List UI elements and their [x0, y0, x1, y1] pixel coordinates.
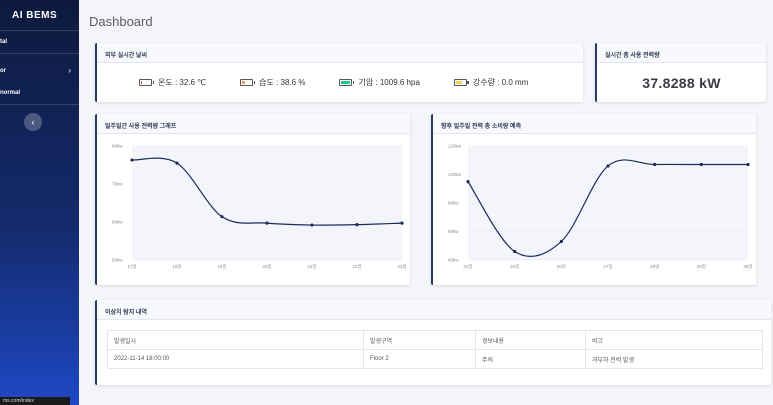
- forecast-chart-card: 향후 일주일 전력 총 소비량 예측 120kw 100kw 80kw 60kw 40k…: [431, 114, 756, 285]
- data-point: [355, 223, 359, 227]
- data-point: [265, 221, 269, 225]
- plot-area: [132, 146, 402, 260]
- data-point: [559, 239, 563, 244]
- pressure-item: 기압 : 1009.6 hpa: [339, 77, 420, 88]
- forecast-chart: 120kw 100kw 80kw 60kw 40kw 24일 25일 26일 27일 28일 29일…: [448, 144, 753, 270]
- sidebar-divider: [0, 30, 79, 31]
- humidity-label: 습도 : 38.6 %: [259, 77, 306, 87]
- chevron-left-icon: ‹: [31, 117, 35, 127]
- x-tick-label: 19일: [217, 263, 226, 269]
- y-tick-label: 60kw: [112, 220, 123, 225]
- y-tick-label: 60kw: [448, 229, 459, 234]
- brand-logo[interactable]: AI BEMS: [12, 9, 58, 21]
- anomaly-card: 이상치 탐지 내역 발생일시 발생구역 경보내용 비고 2022-11-14 1…: [95, 300, 771, 385]
- column-header[interactable]: 비고: [585, 330, 763, 350]
- sidebar: AI BEMS tal or › normal ‹ ms.com/index: [0, 0, 79, 405]
- data-point: [466, 180, 470, 184]
- column-header[interactable]: 발생일시: [107, 330, 364, 350]
- data-point: [653, 162, 657, 167]
- x-tick-label: 30일: [743, 263, 752, 269]
- anomaly-table: 발생일시 발생구역 경보내용 비고 2022-11-14 18:00:00 Fl…: [107, 330, 763, 369]
- data-point: [175, 161, 179, 165]
- x-tick-label: 25일: [510, 263, 519, 269]
- table-cell: 주의: [475, 349, 586, 369]
- battery-mid-icon: [453, 78, 469, 86]
- column-header[interactable]: 발생구역: [363, 330, 476, 350]
- column-header[interactable]: 경보내용: [475, 330, 586, 350]
- sidebar-item-abnormal[interactable]: normal: [0, 82, 79, 104]
- data-point: [699, 162, 703, 167]
- x-tick-label: 17일: [127, 263, 136, 269]
- x-tick-label: 22일: [352, 263, 361, 269]
- table-row[interactable]: 2022-11-14 18:00:00 Floor 2 주의 과부하 전력 발생: [107, 349, 763, 369]
- sidebar-item-label: normal: [0, 90, 21, 96]
- y-tick-label: 50kw: [112, 258, 123, 263]
- table-cell: 과부하 전력 발생: [585, 349, 763, 369]
- sidebar-divider: [0, 104, 79, 105]
- data-point: [746, 162, 750, 167]
- battery-low-icon: [139, 78, 154, 86]
- table-cell: Floor 2: [363, 349, 476, 369]
- y-tick-label: 80kw: [448, 201, 459, 206]
- sidebar-item-label: tal: [0, 39, 8, 45]
- x-tick-label: 18일: [172, 263, 181, 269]
- weekly-usage-chart-card: 일주일간 사용 전력량 그래프 80kw 70kw 60kw 50kw 17일 18일 19…: [95, 114, 410, 285]
- x-tick-label: 24일: [463, 263, 472, 269]
- humidity-item: 습도 : 38.6 %: [240, 77, 305, 88]
- y-tick-label: 40kw: [448, 258, 459, 263]
- power-value: 37.8288 kW: [642, 75, 721, 91]
- temperature-label: 온도 : 32.6 ℃: [158, 77, 207, 87]
- x-tick-label: 29일: [697, 263, 706, 269]
- data-point: [310, 223, 314, 227]
- y-tick-label: 80kw: [112, 144, 123, 149]
- sidebar-item-label: or: [0, 68, 6, 74]
- table-header-row: 발생일시 발생구역 경보내용 비고: [107, 330, 763, 350]
- data-point: [513, 249, 517, 254]
- chart-title: 향후 일주일 전력 총 소비량 예측: [433, 114, 756, 134]
- weekly-usage-chart: 80kw 70kw 60kw 50kw 17일 18일 19일 20일 21일 22일 23일: [112, 144, 407, 270]
- precipitation-label: 강수량 : 0.0 mm: [472, 77, 529, 87]
- x-tick-label: 23일: [397, 263, 406, 269]
- x-tick-label: 20일: [262, 263, 271, 269]
- y-tick-label: 100kw: [448, 172, 462, 177]
- temperature-item: 온도 : 32.6 ℃: [139, 77, 206, 88]
- weather-card: 외부 실시간 날씨 온도 : 32.6 ℃ 습도 : 38.6 % 기압 : 1…: [95, 43, 583, 102]
- page-title: Dashboard: [89, 14, 153, 29]
- power-card: 실시간 총 사용 전력량 37.8288 kW: [595, 43, 766, 102]
- x-tick-label: 27일: [603, 263, 612, 269]
- battery-low-icon: [240, 78, 256, 86]
- y-tick-label: 120kw: [448, 144, 462, 149]
- y-tick-label: 70kw: [112, 182, 123, 187]
- power-card-title: 실시간 총 사용 전력량: [597, 43, 766, 63]
- x-tick-label: 28일: [650, 263, 659, 269]
- sidebar-item-total[interactable]: tal: [0, 31, 79, 53]
- precipitation-item: 강수량 : 0.0 mm: [453, 77, 529, 88]
- data-point: [220, 215, 224, 219]
- sidebar-toggle-button[interactable]: ‹: [24, 113, 42, 131]
- weather-row: 온도 : 32.6 ℃ 습도 : 38.6 % 기압 : 1009.6 hpa …: [97, 63, 583, 101]
- x-tick-label: 26일: [557, 263, 566, 269]
- chevron-right-icon: ›: [68, 66, 71, 75]
- pressure-label: 기압 : 1009.6 hpa: [358, 77, 420, 87]
- sidebar-divider: [0, 53, 79, 54]
- status-url: ms.com/index: [0, 397, 70, 405]
- sidebar-item-floor[interactable]: or ›: [0, 60, 79, 82]
- x-tick-label: 21일: [307, 263, 316, 269]
- anomaly-card-title: 이상치 탐지 내역: [97, 300, 771, 320]
- data-point: [400, 221, 404, 225]
- battery-full-icon: [339, 78, 355, 86]
- data-point: [606, 164, 610, 168]
- table-cell: 2022-11-14 18:00:00: [107, 349, 364, 369]
- chart-title: 일주일간 사용 전력량 그래프: [97, 114, 410, 134]
- data-point: [130, 158, 134, 162]
- weather-card-title: 외부 실시간 날씨: [97, 43, 583, 63]
